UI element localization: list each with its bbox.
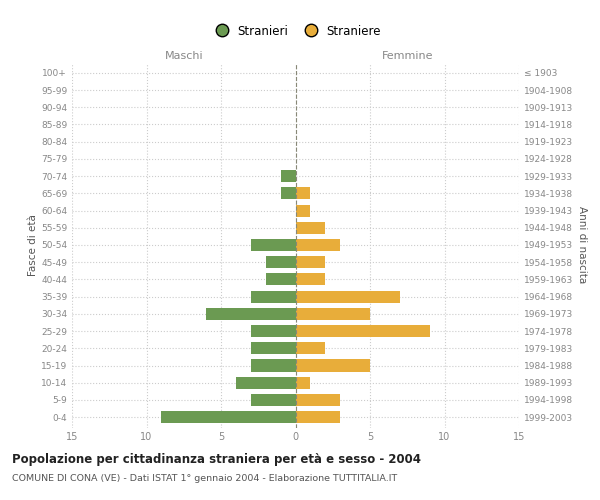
Bar bbox=[236, 376, 296, 389]
Bar bbox=[281, 188, 296, 200]
Bar bbox=[296, 342, 325, 354]
Bar bbox=[296, 256, 325, 268]
Y-axis label: Anni di nascita: Anni di nascita bbox=[577, 206, 587, 284]
Bar bbox=[296, 274, 325, 285]
Bar bbox=[251, 394, 296, 406]
Bar bbox=[296, 239, 340, 251]
Bar bbox=[251, 360, 296, 372]
Bar bbox=[296, 411, 340, 423]
Bar bbox=[296, 290, 400, 302]
Bar bbox=[281, 170, 296, 182]
Bar bbox=[296, 360, 370, 372]
Bar bbox=[251, 325, 296, 337]
Bar bbox=[296, 188, 310, 200]
Bar bbox=[296, 222, 325, 234]
Bar bbox=[251, 239, 296, 251]
Bar bbox=[266, 256, 296, 268]
Bar bbox=[296, 204, 310, 216]
Bar bbox=[251, 290, 296, 302]
Legend: Stranieri, Straniere: Stranieri, Straniere bbox=[210, 24, 381, 38]
Bar bbox=[296, 325, 430, 337]
Bar bbox=[206, 308, 296, 320]
Bar bbox=[251, 342, 296, 354]
Text: Maschi: Maschi bbox=[164, 51, 203, 61]
Text: Popolazione per cittadinanza straniera per età e sesso - 2004: Popolazione per cittadinanza straniera p… bbox=[12, 452, 421, 466]
Bar bbox=[161, 411, 296, 423]
Bar bbox=[296, 308, 370, 320]
Y-axis label: Fasce di età: Fasce di età bbox=[28, 214, 38, 276]
Text: Femmine: Femmine bbox=[382, 51, 433, 61]
Bar bbox=[266, 274, 296, 285]
Bar bbox=[296, 394, 340, 406]
Text: COMUNE DI CONA (VE) - Dati ISTAT 1° gennaio 2004 - Elaborazione TUTTITALIA.IT: COMUNE DI CONA (VE) - Dati ISTAT 1° genn… bbox=[12, 474, 397, 483]
Bar bbox=[296, 376, 310, 389]
